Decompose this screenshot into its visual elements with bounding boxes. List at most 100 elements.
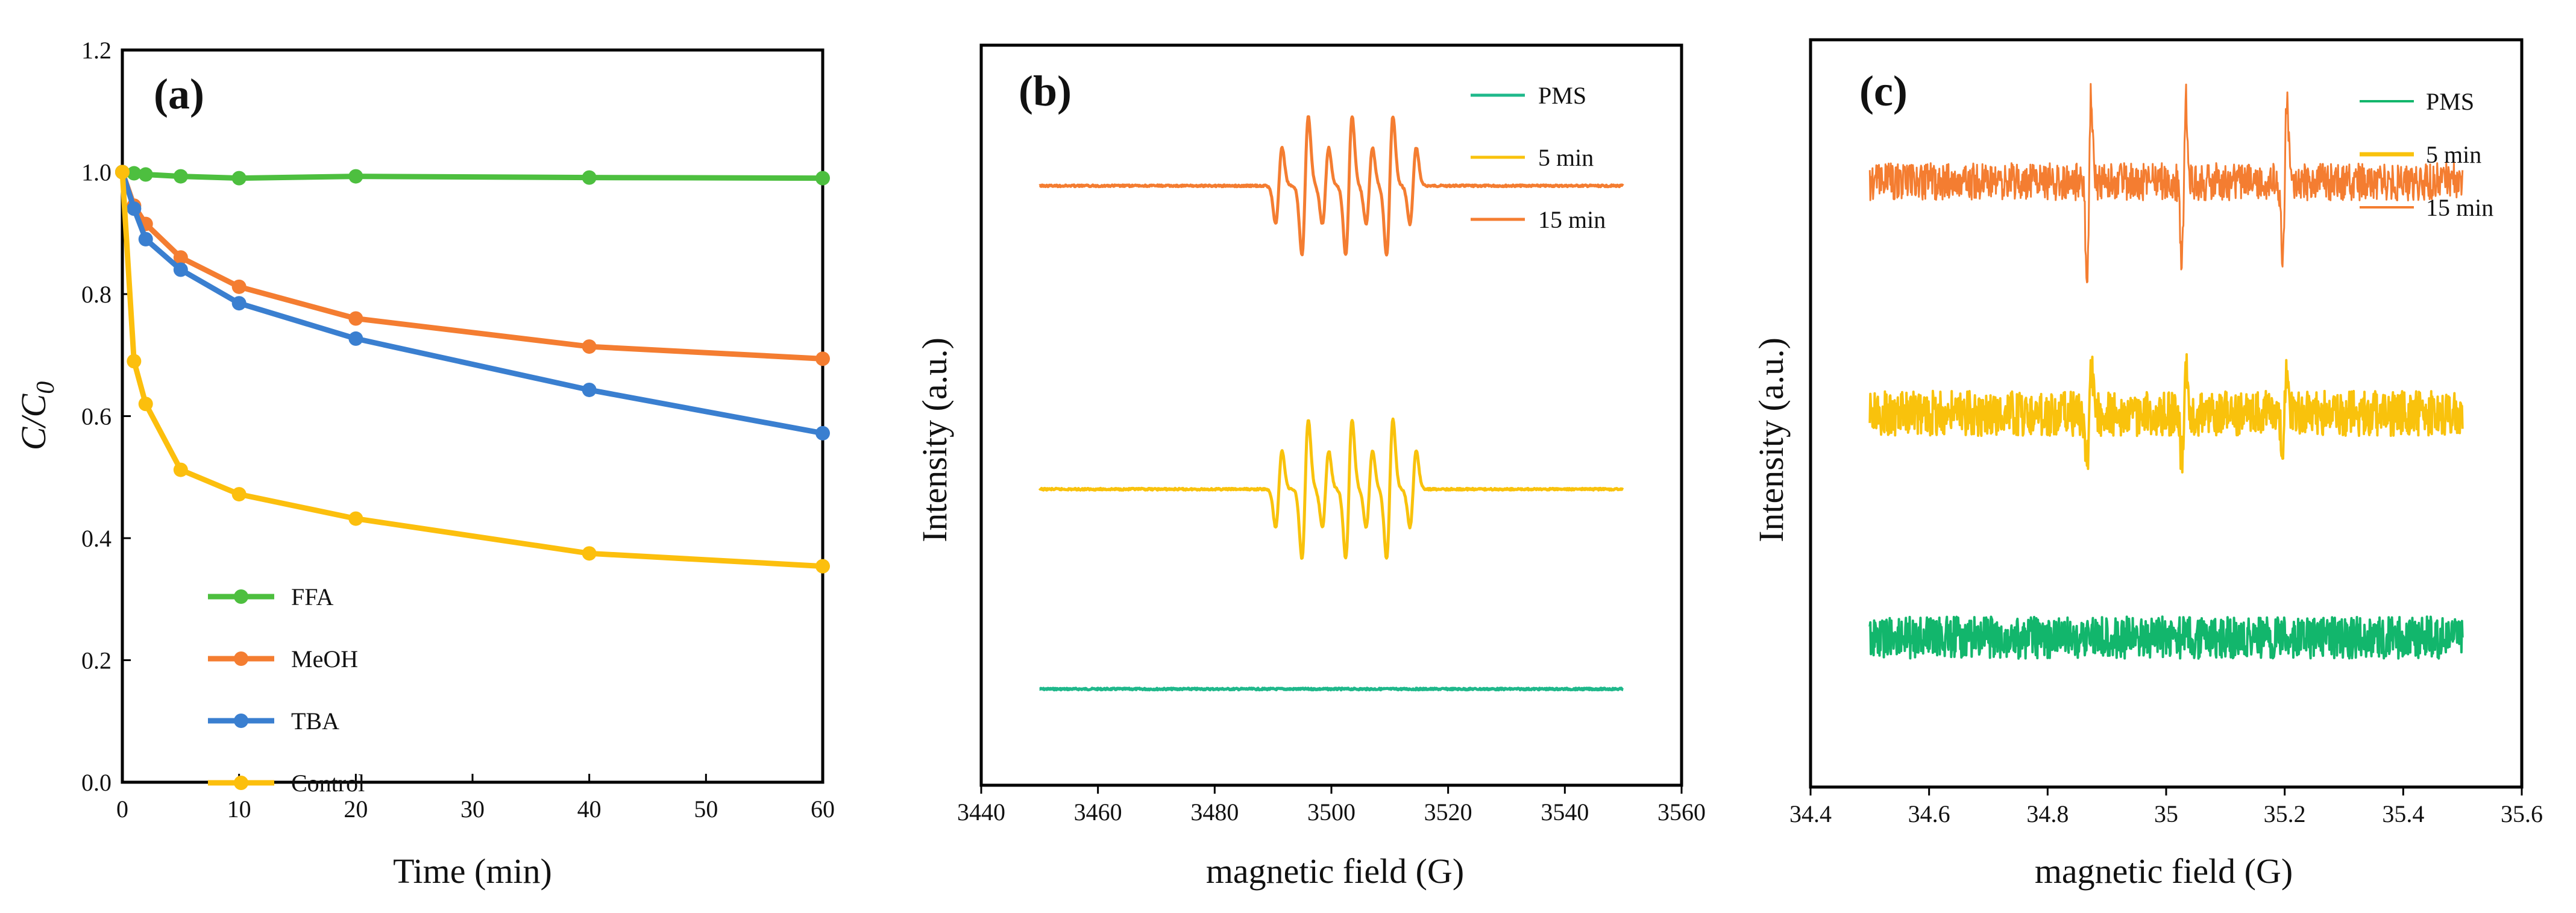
panel-a-legend-label: TBA	[291, 707, 339, 735]
panel-b-x-tick-label: 3540	[1541, 798, 1589, 826]
panel-b-chart: 3440 3460 3480 3500 3520 3540 3560 (b) magneti…	[915, 43, 1706, 891]
panel-b-x-tick-label: 3440	[957, 798, 1005, 826]
panel-a-series-line-ffa	[122, 169, 823, 181]
panel-b-legend: PMS 5 min 15 min	[1471, 82, 1606, 233]
panel-a-data-point	[582, 546, 597, 561]
panel-c-x-tick-label: 34.6	[1908, 800, 1950, 827]
panel-a-data-point	[348, 331, 363, 346]
panel-a-ticks: 0 10 20 30 40 50 60 0.0 0.2 0.4 0.6 0.8 1.0 1.2	[81, 37, 835, 823]
panel-a-data-point	[815, 425, 830, 441]
panel-a-x-tick-label: 30	[460, 795, 485, 823]
panel-a-legend-label: FFA	[291, 583, 334, 610]
panel-a-y-tick-label: 0.2	[81, 647, 112, 674]
panel-a-x-tick-label: 50	[694, 795, 718, 823]
panel-a-y-tick-label: 0.8	[81, 281, 112, 308]
panel-a-data-point	[348, 311, 363, 326]
panel-a-data-point	[173, 250, 188, 265]
panel-a-data-point	[582, 382, 597, 397]
panel-a-data-point	[582, 170, 597, 185]
panel-c-x-tick-label: 35	[2154, 800, 2178, 827]
panel-c-legend-label: 15 min	[2426, 194, 2493, 221]
panel-a-label: (a)	[154, 70, 204, 118]
panel-b-x-tick-label: 3460	[1074, 798, 1122, 826]
panel-b-spectrum-pms	[1038, 686, 1624, 692]
panel-a-x-tick-label: 0	[116, 795, 128, 823]
panel-a-data-point	[231, 296, 247, 311]
panel-a-legend-swatch-marker	[234, 589, 248, 604]
panel-a-y-tick-label: 1.2	[81, 37, 112, 64]
panel-a-legend-swatch-marker	[234, 651, 248, 666]
panel-a-y-tick-label: 0.4	[81, 525, 112, 552]
panel-a-legend-swatch-marker	[234, 714, 248, 728]
panel-b-legend-label: 5 min	[1538, 144, 1594, 171]
panel-c-series	[1868, 83, 2464, 660]
panel-b-legend-label: PMS	[1538, 82, 1586, 109]
panel-a-data-point	[231, 279, 247, 294]
panel-c-chart: 34.4 34.6 34.8 35 35.2 35.4 35.6 (c) magnetic …	[1751, 38, 2543, 891]
panel-c-legend-label: PMS	[2426, 88, 2474, 115]
panel-b-x-tick-label: 3520	[1424, 798, 1472, 826]
panel-c-x-tick-label: 34.8	[2026, 800, 2069, 827]
panel-a-x-tick-label: 10	[227, 795, 251, 823]
panel-a-y-tick-label: 0.0	[81, 769, 112, 796]
panel-a-chart: 0 10 20 30 40 50 60 0.0 0.2 0.4 0.6 0.8 1.0 1.2 (a) T…	[14, 37, 835, 891]
panel-c-x-tick-label: 35.6	[2501, 800, 2543, 827]
panel-b-series	[1038, 115, 1624, 692]
panel-c-spectrum-15-min	[1868, 83, 2464, 284]
panel-a-y-tick-label: 1.0	[81, 159, 112, 186]
panel-c-x-axis-title: magnetic field (G)	[2035, 852, 2293, 891]
panel-a-legend-swatch-marker	[234, 776, 248, 790]
panel-b-spectrum-15-min	[1038, 115, 1624, 257]
panel-b-legend-label: 15 min	[1538, 206, 1606, 233]
panel-c-label: (c)	[1859, 67, 1908, 115]
panel-b-ticks: 3440 3460 3480 3500 3520 3540 3560	[957, 785, 1706, 826]
panel-a-data-point	[173, 169, 188, 184]
panel-a-data-point	[815, 171, 830, 186]
panel-a-legend-label: MeOH	[291, 645, 358, 673]
panel-a-data-point	[115, 165, 130, 180]
panel-b-y-axis-title: Intensity (a.u.)	[915, 337, 954, 542]
panel-c-ticks: 34.4 34.6 34.8 35 35.2 35.4 35.6	[1789, 787, 2543, 827]
panel-a-series-line-tba	[119, 171, 823, 436]
panel-a-x-axis-title: Time (min)	[393, 852, 552, 891]
panel-c-legend-label: 5 min	[2426, 141, 2481, 168]
panel-c-y-axis-title: Intensity (a.u.)	[1751, 337, 1791, 542]
panel-a-data-point	[582, 339, 597, 354]
panel-a-series-line-meoh	[119, 171, 823, 362]
panel-c-x-tick-label: 35.2	[2264, 800, 2306, 827]
panel-a-x-tick-label: 40	[577, 795, 602, 823]
panel-b-x-tick-label: 3480	[1190, 798, 1239, 826]
panel-a-y-tick-label: 0.6	[81, 403, 112, 430]
panel-b-label: (b)	[1019, 67, 1072, 115]
panel-c-spectrum-5-min	[1868, 353, 2464, 474]
panel-a-legend: FFA MeOH TBA Control	[208, 583, 365, 797]
panel-a-y-axis-title: C/C0	[14, 381, 60, 451]
panel-c-x-tick-label: 35.4	[2382, 800, 2424, 827]
panel-c-spectrum-pms	[1868, 615, 2464, 660]
panel-a-data-point	[815, 351, 830, 366]
panel-a-series-line-control	[119, 172, 823, 569]
panel-a-data-point	[138, 397, 153, 412]
panel-a-series	[115, 165, 830, 574]
panel-a-data-point	[348, 169, 363, 184]
panel-a-data-point	[231, 171, 247, 186]
panel-b-spectrum-5-min	[1038, 417, 1624, 560]
panel-c-x-tick-label: 34.4	[1789, 800, 1832, 827]
panel-a-data-point	[231, 487, 247, 502]
panel-a-data-point	[127, 166, 142, 181]
panel-a-data-point	[127, 201, 142, 216]
panel-a-data-point	[173, 262, 188, 277]
panel-b-x-tick-label: 3500	[1307, 798, 1356, 826]
panel-a-legend-label: Control	[291, 770, 365, 797]
panel-a-x-tick-label: 20	[344, 795, 368, 823]
panel-b-x-tick-label: 3560	[1657, 798, 1706, 826]
panel-c-legend: PMS 5 min 15 min	[2360, 88, 2493, 221]
panel-a-data-point	[348, 511, 363, 526]
panel-a-data-point	[127, 354, 142, 369]
panel-a-y-axis-title-sub: 0	[32, 381, 60, 394]
panel-a-data-point	[138, 167, 153, 182]
panel-b-x-axis-title: magnetic field (G)	[1206, 852, 1464, 891]
panel-a-data-point	[173, 462, 188, 477]
panel-a-x-tick-label: 60	[811, 795, 835, 823]
